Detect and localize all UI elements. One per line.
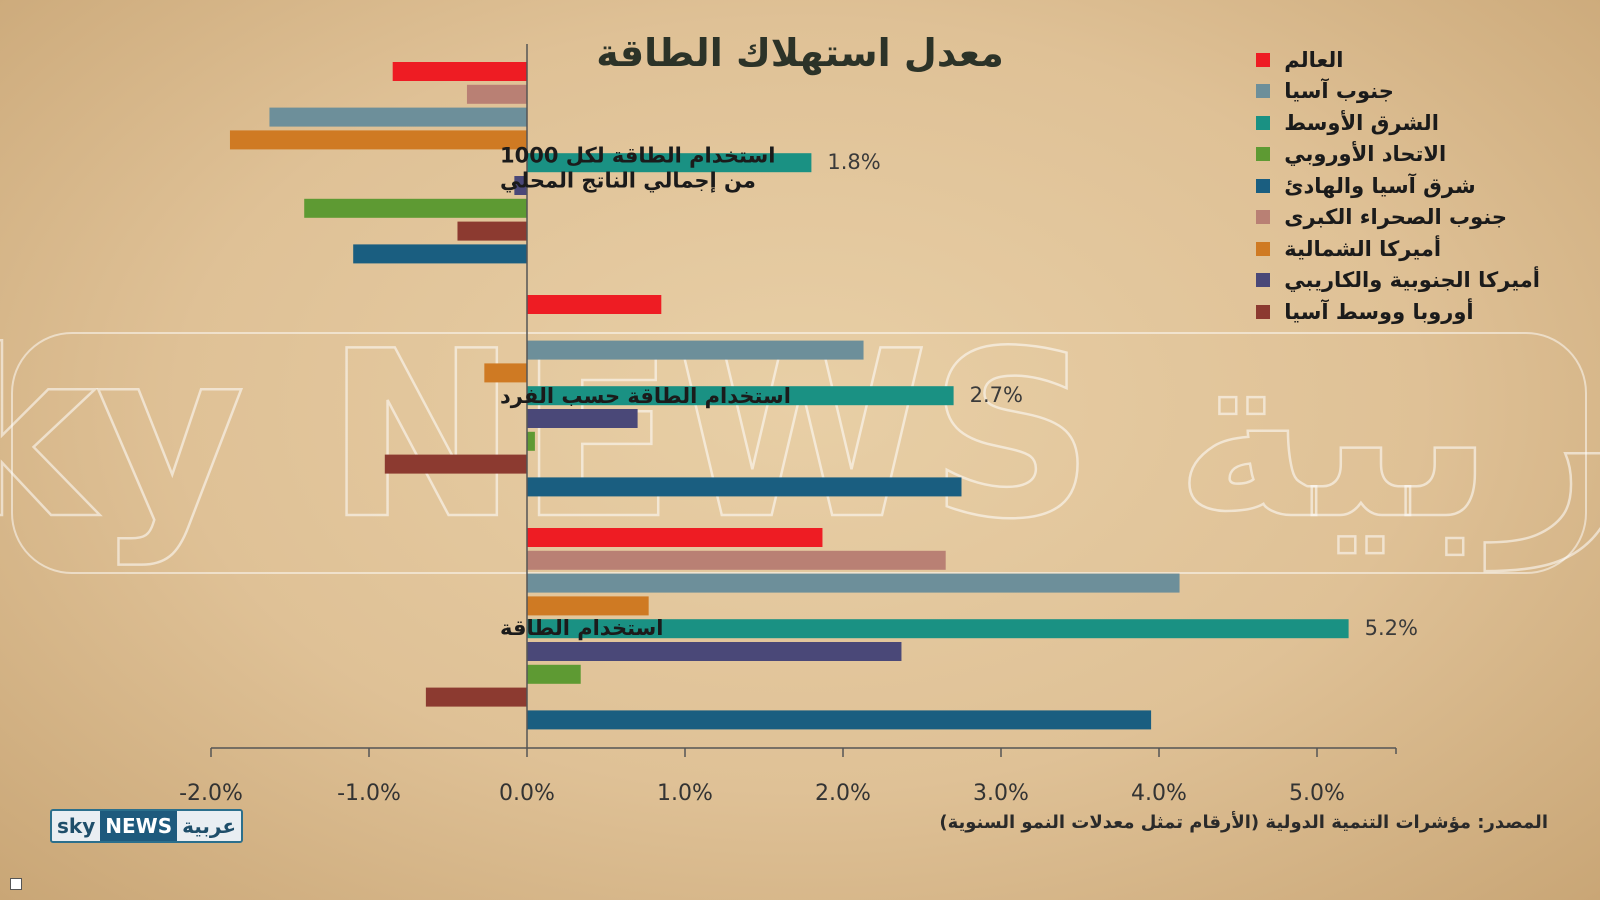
bar: [527, 528, 823, 547]
sky-news-arabia-logo: sky NEWS عربية: [50, 809, 244, 843]
bar: [466, 84, 527, 104]
legend-item: شرق آسيا والهادئ: [1256, 170, 1540, 202]
bar: [527, 550, 946, 570]
group-label: استخدام الطاقة لكل 1000: [500, 144, 775, 168]
bar: [527, 619, 1349, 639]
bar: [229, 130, 527, 150]
bar: [353, 244, 527, 264]
legend-swatch: [1256, 241, 1271, 256]
bar: [269, 107, 527, 127]
legend-swatch: [1256, 304, 1271, 319]
legend: العالم جنوب آسيا الشرق الأوسط الاتحاد الأور…: [1256, 44, 1540, 328]
group-label: استخدام الطاقة حسب الفرد: [500, 384, 791, 408]
bar: [527, 710, 1152, 730]
legend-label: جنوب الصحراء الكبرى: [1284, 205, 1507, 230]
bar: [527, 409, 638, 428]
bar: [527, 431, 535, 451]
bars: 1.8% 2.7% 5.2%: [229, 62, 1418, 730]
legend-item: أوروبا ووسط آسيا: [1256, 296, 1540, 328]
x-tick-label: 4.0%: [1131, 781, 1187, 806]
legend-item: أميركا الشمالية: [1256, 233, 1540, 265]
legend-swatch: [1256, 210, 1271, 225]
data-label: 1.8%: [827, 150, 880, 174]
data-label: 2.7%: [970, 383, 1023, 407]
bar: [304, 198, 527, 218]
legend-label: أوروبا ووسط آسيا: [1284, 299, 1474, 324]
bar: [527, 477, 962, 497]
data-label: 5.2%: [1365, 616, 1418, 640]
legend-swatch: [1256, 178, 1271, 193]
legend-item: الاتحاد الأوروبي: [1256, 139, 1540, 171]
legend-label: شرق آسيا والهادئ: [1284, 173, 1476, 198]
x-tick-label: 2.0%: [815, 781, 871, 806]
legend-item: جنوب الصحراء الكبرى: [1256, 202, 1540, 234]
logo-sky-text: sky: [52, 811, 101, 841]
x-tick-label: 5.0%: [1289, 781, 1345, 806]
bar: [484, 363, 527, 383]
legend-label: أميركا الجنوبية والكاريبي: [1284, 268, 1540, 293]
x-tick-label: 1.0%: [657, 781, 713, 806]
legend-swatch: [1256, 115, 1271, 130]
logo-news-text: NEWS: [100, 811, 178, 841]
x-tick-label: 3.0%: [973, 781, 1029, 806]
x-axis: -2.0% -1.0% 0.0% 1.0% 2.0% 3.0% 4.0% 5.0%: [179, 44, 1397, 806]
group-label: من إجمالي الناتج المحلي: [500, 169, 756, 193]
bar: [527, 340, 864, 360]
x-tick-label: 0.0%: [499, 781, 555, 806]
bar: [527, 573, 1180, 593]
bar: [527, 596, 649, 616]
legend-item: الشرق الأوسط: [1256, 107, 1540, 139]
bar: [384, 454, 527, 474]
source-note: المصدر: مؤشرات التنمية الدولية (الأرقام …: [939, 812, 1548, 833]
x-tick-label: -2.0%: [179, 781, 243, 806]
legend-label: الشرق الأوسط: [1284, 110, 1439, 135]
x-tick-label: -1.0%: [337, 781, 401, 806]
corner-checkbox-icon: [10, 878, 22, 890]
logo-arabic-text: عربية: [177, 811, 242, 841]
bar: [527, 642, 902, 661]
legend-label: أميركا الشمالية: [1284, 236, 1442, 261]
bar: [457, 221, 527, 241]
legend-swatch: [1256, 273, 1271, 288]
bar: [527, 664, 581, 684]
legend-swatch: [1256, 52, 1271, 67]
chart-title: معدل استهلاك الطاقة: [596, 31, 1004, 75]
legend-swatch: [1256, 84, 1271, 99]
group-label: استخدام الطاقة: [500, 616, 664, 640]
legend-label: جنوب آسيا: [1284, 79, 1394, 104]
bar: [527, 153, 812, 173]
bar: [514, 176, 527, 195]
legend-item: جنوب آسيا: [1256, 76, 1540, 108]
legend-label: العالم: [1284, 47, 1344, 72]
legend-item: العالم: [1256, 44, 1540, 76]
bar: [425, 687, 527, 707]
legend-swatch: [1256, 147, 1271, 162]
watermark-frame: [11, 332, 1587, 574]
bar: [527, 386, 954, 406]
legend-item: أميركا الجنوبية والكاريبي: [1256, 265, 1540, 297]
legend-label: الاتحاد الأوروبي: [1284, 142, 1447, 167]
bar: [392, 62, 527, 81]
bar: [527, 295, 662, 314]
